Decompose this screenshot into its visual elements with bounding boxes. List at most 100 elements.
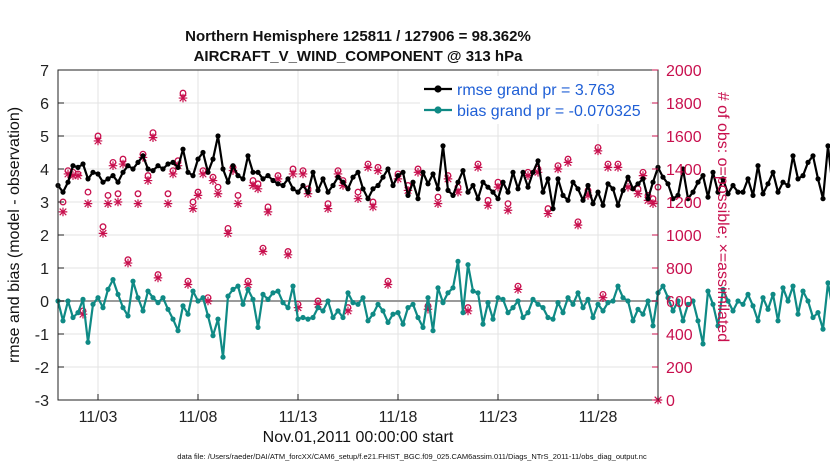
bias-point: [795, 311, 801, 317]
bias-point: [155, 300, 161, 306]
obs-assimilated-marker: [563, 158, 573, 167]
bias-point: [755, 318, 761, 324]
bias-point: [670, 308, 676, 314]
bias-point: [665, 295, 671, 301]
bias-point: [715, 323, 721, 329]
obs-assimilated-marker: [633, 189, 643, 199]
bias-point: [375, 301, 381, 307]
bias-point: [380, 308, 386, 314]
bias-point: [760, 295, 766, 301]
rmse-point: [775, 189, 781, 195]
bias-point: [135, 295, 141, 301]
obs-assimilated-marker: [168, 169, 178, 179]
y-tick-label: -2: [35, 360, 49, 377]
bias-point: [430, 328, 436, 334]
x-axis-label: Nov.01,2011 00:00:00 start: [263, 429, 454, 446]
bias-point: [95, 295, 101, 301]
obs-assimilated-marker: [333, 169, 343, 179]
obs-assimilated-marker: [413, 168, 423, 177]
bias-point: [610, 298, 616, 304]
bias-point: [590, 314, 596, 321]
bias-point: [150, 295, 156, 301]
bias-point: [235, 283, 241, 289]
rmse-point: [815, 176, 821, 182]
bias-point: [195, 298, 201, 304]
bias-point: [320, 308, 326, 314]
bias-point: [390, 311, 396, 317]
bias-point: [650, 323, 656, 329]
rmse-point: [85, 176, 91, 182]
rmse-point: [390, 182, 396, 189]
rmse-point: [745, 176, 751, 182]
obs-assimilated-marker: [553, 164, 563, 174]
rmse-point: [265, 173, 271, 179]
rmse-point: [435, 186, 441, 192]
bias-point: [120, 305, 126, 311]
bias-point: [400, 321, 406, 327]
bias-point: [165, 306, 171, 312]
bias-point: [210, 333, 216, 339]
bias-point: [825, 280, 830, 286]
bias-point: [675, 298, 681, 304]
obs-assimilated-marker: [58, 207, 68, 217]
x-axis-ticks: 11/03 11/08 11/13 11/18 11/23 11/28: [79, 394, 618, 426]
rmse-point: [825, 143, 830, 149]
bias-point: [395, 310, 401, 316]
rmse-point: [480, 179, 486, 185]
rmse-point: [295, 189, 301, 195]
obs-assimilated-marker: [343, 306, 353, 316]
bias-point: [585, 296, 591, 302]
bias-point: [125, 313, 131, 319]
y2-tick-label: 1600: [666, 129, 702, 146]
rmse-point: [730, 182, 736, 189]
rmse-point: [500, 179, 506, 185]
rmse-point: [680, 166, 686, 172]
rmse-point: [385, 166, 391, 172]
bias-point: [175, 328, 181, 334]
bias-point: [140, 308, 146, 314]
rmse-point: [785, 182, 791, 189]
rmse-point: [210, 156, 216, 162]
bias-point: [80, 296, 86, 302]
rmse-point: [350, 174, 356, 180]
rmse-series-line: [57, 134, 830, 210]
obs-assimilated-marker: [253, 184, 263, 194]
bias-point: [330, 314, 336, 321]
rmse-point: [460, 168, 466, 174]
rmse-point: [575, 186, 581, 192]
bias-point: [230, 286, 236, 292]
bias-point: [680, 318, 686, 324]
obs-assimilated-marker: [198, 169, 208, 179]
legend-bias-label: bias grand pr = -0.070325: [457, 103, 641, 120]
legend-box: [420, 76, 650, 124]
rmse-point: [110, 173, 116, 179]
rmse-point: [175, 164, 181, 170]
bias-point: [280, 300, 286, 306]
rmse-point: [770, 169, 776, 175]
x-tick-label: 11/08: [179, 409, 218, 426]
obs-assimilated-marker: [368, 202, 378, 212]
rmse-point: [360, 186, 366, 192]
x-tick-label: 11/18: [379, 409, 418, 426]
obs-assimilated-marker: [188, 204, 198, 213]
rmse-point: [805, 159, 811, 165]
rmse-point: [95, 171, 101, 177]
bias-point: [365, 318, 371, 324]
rmse-point: [370, 186, 376, 192]
obs-assimilated-marker: [178, 93, 188, 103]
bias-point: [360, 295, 366, 301]
rmse-point: [470, 182, 476, 189]
bias-point: [640, 311, 646, 317]
rmse-point: [405, 192, 411, 198]
obs-assimilated-marker: [63, 169, 73, 179]
rmse-point: [455, 179, 461, 185]
bias-point: [250, 296, 256, 302]
rmse-point: [165, 161, 171, 167]
obs-assimilated-marker: [78, 309, 88, 319]
bias-point: [800, 288, 806, 294]
bias-point: [510, 305, 516, 311]
obs-assimilated-marker: [393, 174, 403, 184]
rmse-point: [160, 166, 166, 172]
rmse-point: [525, 184, 531, 190]
y2-axis-ticks: 0 200 400 600 800 1000 1200 1400 1600 1800 2000: [652, 63, 702, 410]
